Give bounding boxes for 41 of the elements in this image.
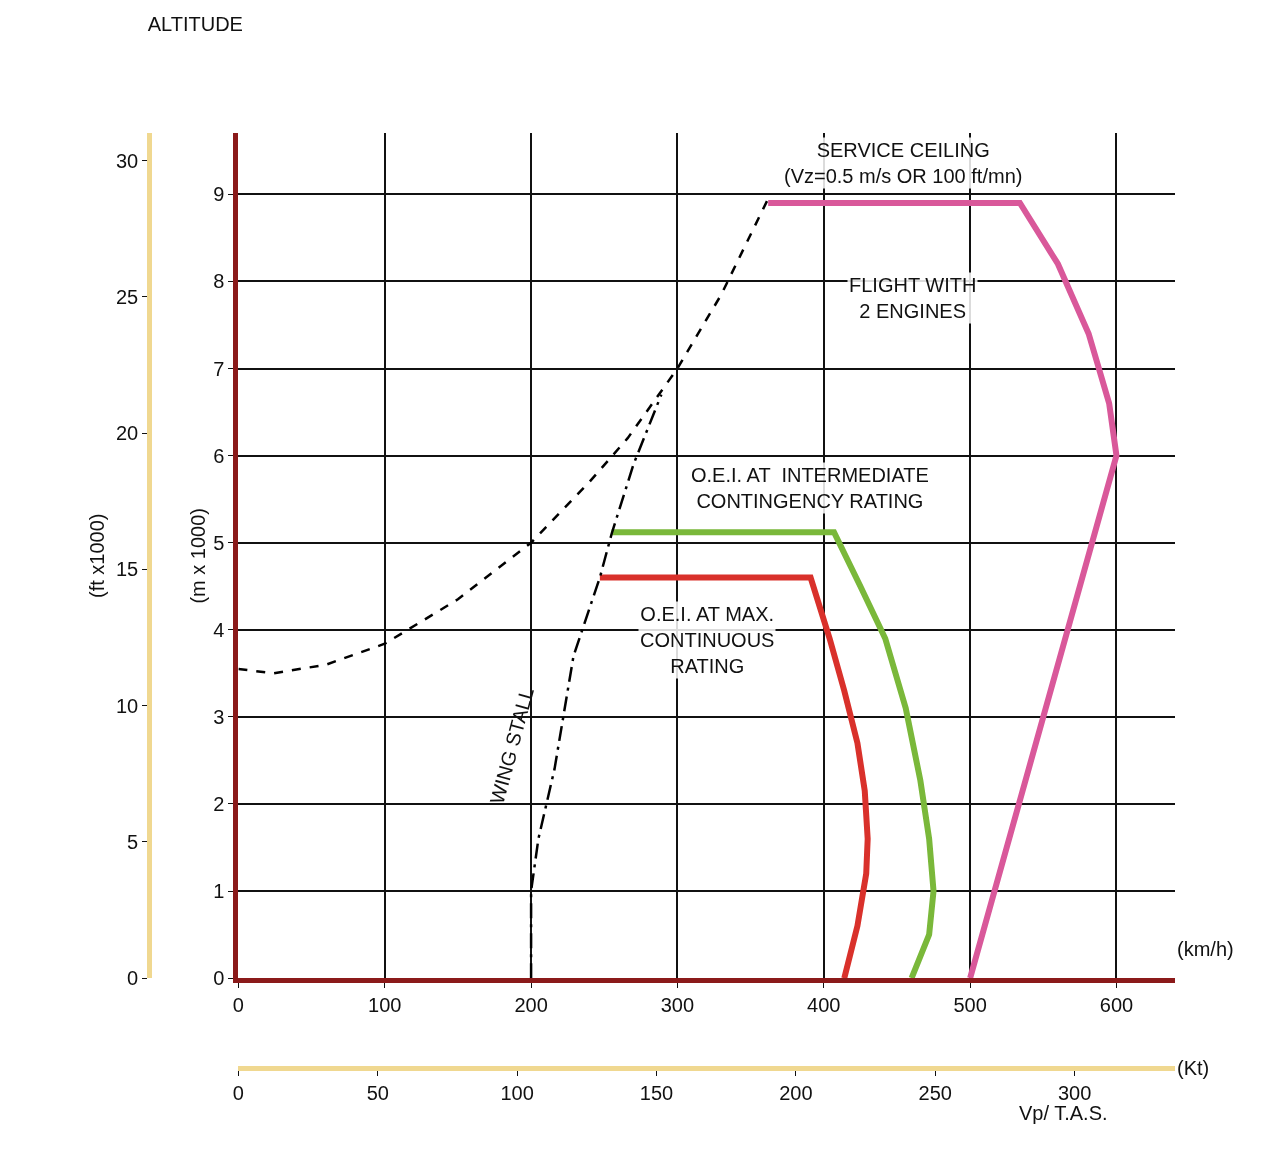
x2-tick-label: 200 — [779, 1081, 813, 1104]
annotation: SERVICE CEILING (Vz=0.5 m/s OR 100 ft/mn) — [784, 139, 1023, 187]
x2-tick-label: 0 — [232, 1081, 244, 1104]
x-axis-title: (km/h) — [1177, 938, 1234, 960]
x-tick-label: 400 — [807, 994, 841, 1017]
y-tick-label: 1 — [213, 880, 225, 903]
y-tick-label: 6 — [213, 444, 225, 467]
x2-tick-label: 100 — [500, 1081, 534, 1104]
y-tick-label: 9 — [213, 183, 225, 206]
annotation: O.E.I. AT INTERMEDIATE CONTINGENCY RATING — [691, 464, 929, 512]
y2-tick-label: 5 — [127, 830, 139, 853]
y2-tick-label: 0 — [127, 967, 139, 990]
y-tick-label: 3 — [213, 705, 225, 728]
x-tick-label: 300 — [660, 994, 695, 1017]
y-tick-label: 8 — [213, 270, 225, 293]
x2-tick-label: 300 — [1057, 1081, 1092, 1104]
y-tick-label: 5 — [213, 531, 225, 554]
y2-tick-label: 30 — [115, 149, 139, 172]
x-tick-label: 100 — [368, 994, 402, 1017]
x2-axis-title: (Kt) — [1177, 1057, 1210, 1079]
y2-tick-label: 10 — [115, 694, 139, 717]
x2-tick-label: 50 — [366, 1081, 389, 1104]
x-tick-label: 0 — [232, 994, 244, 1017]
y-axis-title: (m x 1000) — [186, 507, 209, 604]
y-tick-label: 4 — [213, 618, 225, 641]
annotation: O.E.I. AT MAX. CONTINUOUS RATING — [640, 603, 775, 677]
x2-tick-label: 250 — [918, 1081, 952, 1104]
y2-tick-label: 15 — [115, 558, 139, 581]
x2-tick-label: 150 — [639, 1081, 674, 1104]
y-tick-label: 7 — [213, 357, 225, 380]
x-tick-label: 500 — [953, 994, 987, 1017]
y2-axis-title: (ft x1000) — [86, 513, 109, 598]
y-tick-label: 2 — [213, 792, 225, 815]
x-tick-label: 600 — [1099, 994, 1134, 1017]
x-tick-label: 200 — [514, 994, 548, 1017]
chart-title: ALTITUDE — [147, 13, 243, 36]
y2-tick-label: 20 — [115, 422, 139, 445]
text: Vp/ T.A.S. — [1019, 1102, 1108, 1124]
y-tick-label: 0 — [213, 967, 225, 990]
annotation: FLIGHT WITH 2 ENGINES — [849, 274, 977, 322]
y2-tick-label: 25 — [115, 285, 139, 308]
